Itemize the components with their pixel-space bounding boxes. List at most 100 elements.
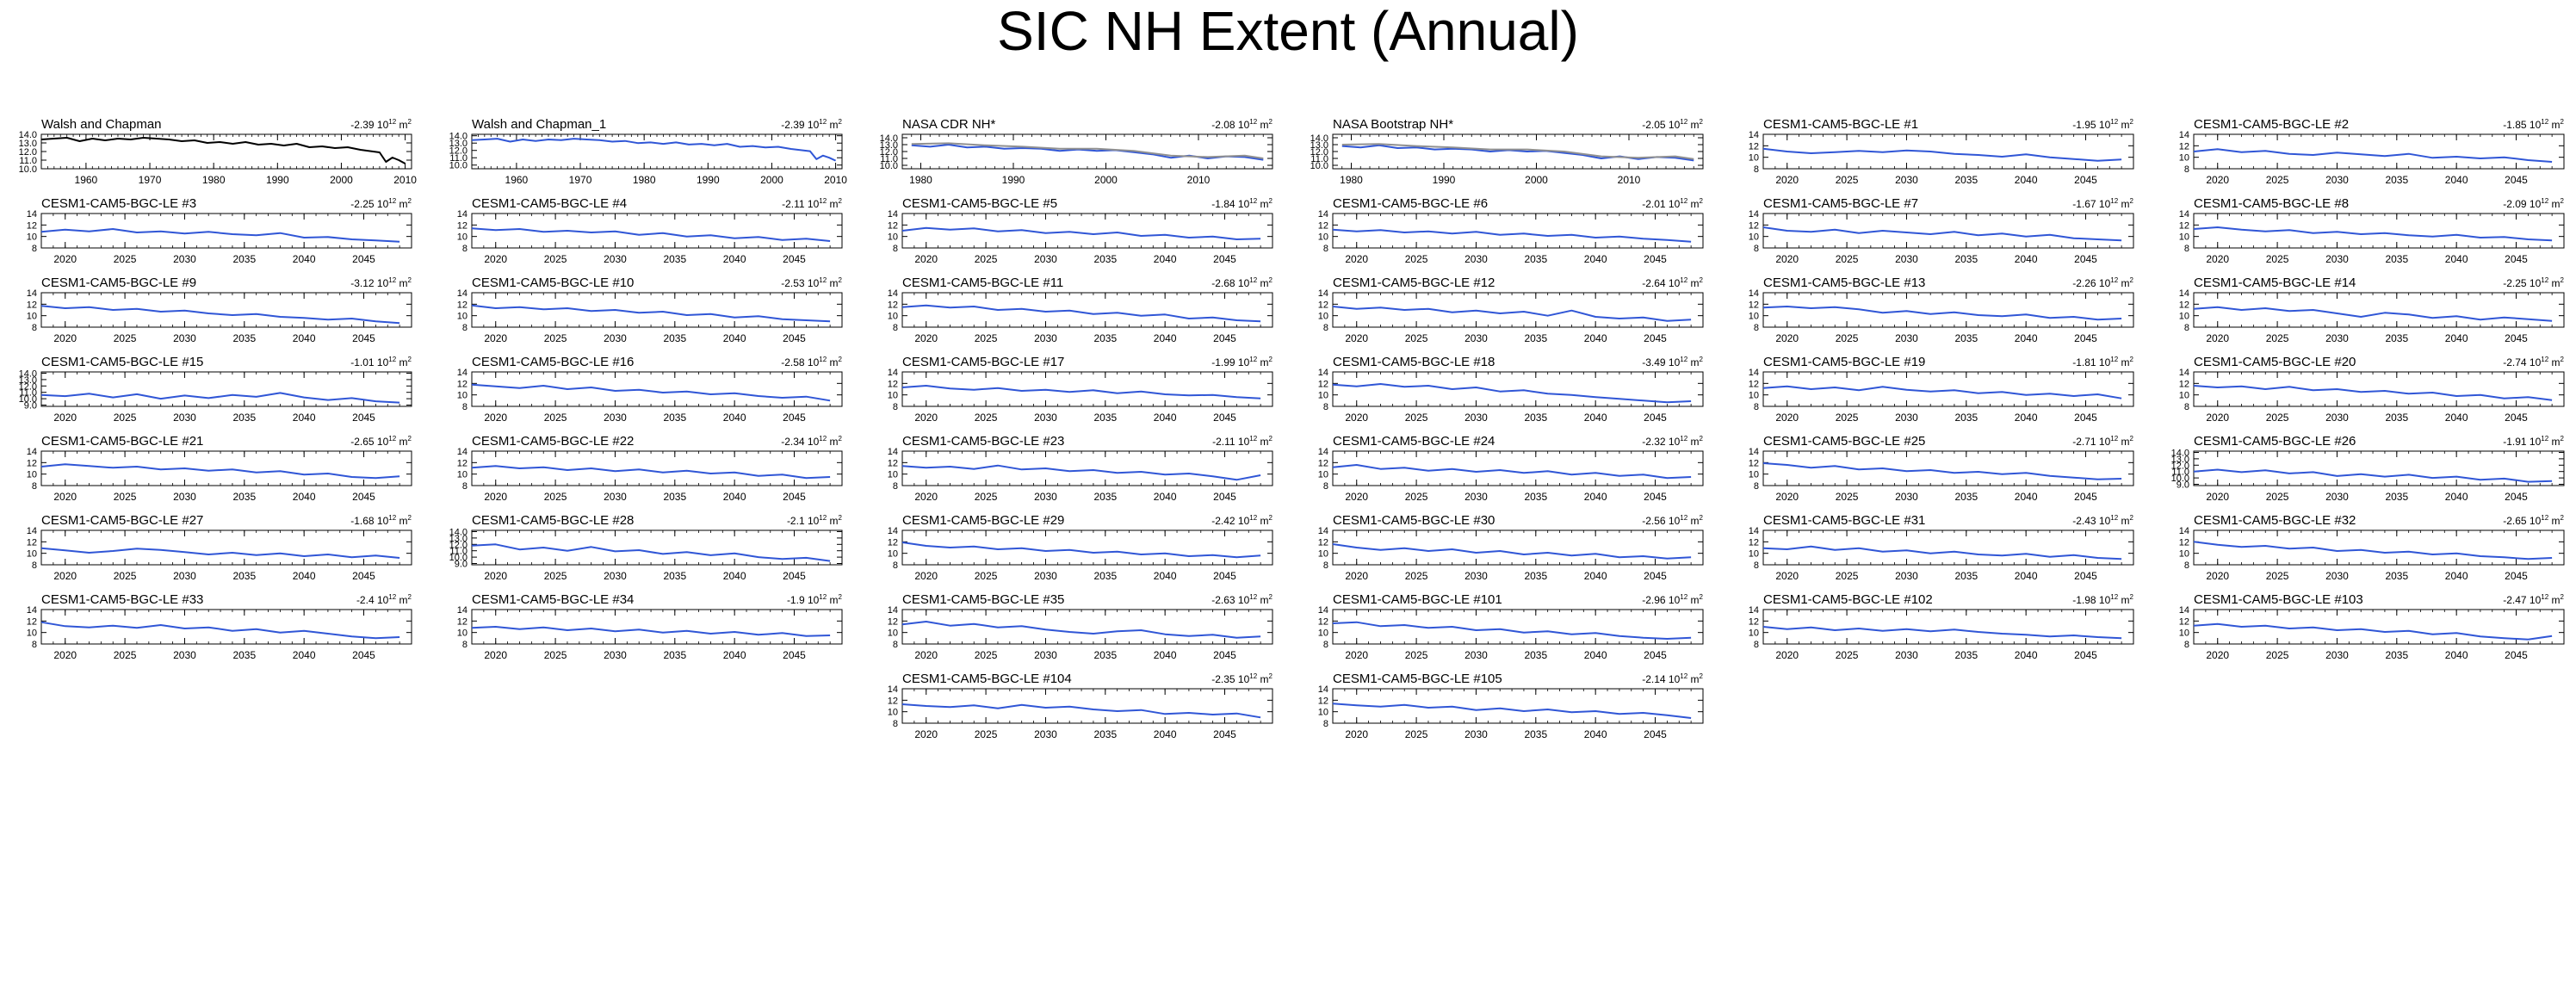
series-line bbox=[471, 626, 831, 637]
y-tick-label: 10 bbox=[888, 312, 898, 322]
y-tick-label: 10 bbox=[2179, 153, 2189, 164]
series-line bbox=[2193, 148, 2553, 163]
plot-frame bbox=[901, 529, 1273, 566]
x-tick-label: 2040 bbox=[1154, 649, 1177, 661]
x-tick-label: 1980 bbox=[909, 174, 932, 186]
x-tick-label: 2040 bbox=[1584, 332, 1607, 344]
x-tick-label: 2040 bbox=[2445, 412, 2468, 424]
x-tick-label: 2030 bbox=[1034, 253, 1057, 265]
y-tick-label: 12 bbox=[1749, 379, 1759, 389]
plot-frame bbox=[1762, 529, 2134, 566]
x-tick-label: 2045 bbox=[783, 570, 806, 582]
y-tick-label: 14 bbox=[457, 209, 468, 220]
y-tick-label: 14 bbox=[1318, 526, 1328, 536]
y-tick-label: 14 bbox=[888, 605, 898, 616]
x-tick-label: 2035 bbox=[232, 253, 256, 265]
y-tick-label: 8 bbox=[1323, 323, 1328, 333]
x-tick-label: 2035 bbox=[1954, 332, 1978, 344]
panel-title: CESM1-CAM5-BGC-LE #9 bbox=[41, 276, 196, 290]
series-line bbox=[471, 138, 837, 162]
x-tick-label: 2020 bbox=[1775, 649, 1799, 661]
y-tick-label: 10 bbox=[888, 470, 898, 480]
x-tick-label: 1970 bbox=[569, 174, 592, 186]
x-tick-label: 2040 bbox=[2445, 253, 2468, 265]
y-tick-label: 9.0 bbox=[24, 401, 37, 412]
y-tick-label: 12 bbox=[1749, 537, 1759, 548]
y-tick-label: 12 bbox=[457, 220, 468, 231]
series-line bbox=[901, 621, 1261, 639]
chart-panel: Walsh and Chapman -2.39 1012 m2 1960 1970 19… bbox=[19, 117, 418, 186]
series-line bbox=[1332, 464, 1692, 480]
x-tick-label: 2035 bbox=[232, 332, 256, 344]
x-tick-label: 2025 bbox=[114, 649, 137, 661]
trend-label: -2.71 1012 m2 bbox=[2072, 435, 2133, 448]
y-tick-label: 10 bbox=[1318, 470, 1328, 480]
y-tick-label: 14 bbox=[2179, 288, 2189, 299]
x-tick-label: 2020 bbox=[53, 253, 77, 265]
trend-label: -2.25 1012 m2 bbox=[2503, 276, 2564, 289]
panel-title: CESM1-CAM5-BGC-LE #4 bbox=[472, 196, 627, 211]
trend-label: -2.64 1012 m2 bbox=[1642, 276, 1703, 289]
plot-frame bbox=[901, 609, 1273, 645]
series-line bbox=[1332, 306, 1692, 322]
x-tick-label: 2045 bbox=[783, 649, 806, 661]
x-tick-label: 2045 bbox=[2505, 570, 2528, 582]
y-tick-label: 10 bbox=[457, 470, 468, 480]
x-tick-label: 2020 bbox=[1775, 491, 1799, 503]
x-tick-label: 2025 bbox=[2266, 412, 2289, 424]
y-tick-label: 8 bbox=[1754, 640, 1759, 650]
y-tick-label: 11.0 bbox=[449, 153, 468, 164]
y-tick-label: 10 bbox=[888, 708, 898, 718]
y-tick-label: 8 bbox=[2184, 164, 2189, 175]
y-tick-label: 10.0 bbox=[2171, 474, 2189, 484]
x-tick-label: 2030 bbox=[1034, 491, 1057, 503]
y-tick-label: 10 bbox=[27, 470, 37, 480]
trend-label: -2.14 1012 m2 bbox=[1642, 672, 1703, 685]
x-tick-label: 1960 bbox=[505, 174, 529, 186]
y-tick-label: 10 bbox=[457, 628, 468, 639]
x-tick-label: 2000 bbox=[330, 174, 353, 186]
trend-label: -2.47 1012 m2 bbox=[2503, 593, 2564, 606]
x-tick-label: 2040 bbox=[2445, 570, 2468, 582]
y-tick-label: 12.0 bbox=[449, 540, 468, 550]
panel-title: CESM1-CAM5-BGC-LE #34 bbox=[472, 592, 634, 607]
y-tick-label: 13.0 bbox=[1310, 140, 1328, 151]
plot-frame bbox=[901, 450, 1273, 486]
panel-title: CESM1-CAM5-BGC-LE #31 bbox=[1763, 513, 1925, 528]
y-tick-label: 10.0 bbox=[19, 164, 37, 175]
x-tick-label: 2020 bbox=[1345, 728, 1368, 740]
x-tick-label: 2025 bbox=[1836, 570, 1859, 582]
y-tick-label: 14 bbox=[1318, 684, 1328, 695]
x-tick-label: 2030 bbox=[173, 570, 196, 582]
x-tick-label: 2025 bbox=[1405, 491, 1428, 503]
series-line bbox=[1762, 306, 2122, 321]
x-tick-label: 1980 bbox=[202, 174, 226, 186]
x-tick-label: 2040 bbox=[293, 253, 316, 265]
x-tick-label: 2040 bbox=[2015, 253, 2038, 265]
x-tick-label: 2000 bbox=[1094, 174, 1118, 186]
y-tick-label: 10 bbox=[888, 628, 898, 639]
x-tick-label: 2040 bbox=[1154, 253, 1177, 265]
x-tick-label: 2040 bbox=[723, 649, 746, 661]
x-tick-label: 2000 bbox=[760, 174, 783, 186]
y-tick-label: 8 bbox=[893, 402, 898, 412]
y-tick-label: 12.0 bbox=[880, 147, 898, 158]
y-tick-label: 14 bbox=[457, 605, 468, 616]
plot-frame bbox=[1762, 450, 2134, 486]
series-line bbox=[40, 547, 400, 559]
y-tick-label: 14.0 bbox=[2171, 448, 2189, 458]
x-tick-label: 2020 bbox=[1345, 491, 1368, 503]
trend-label: -2.63 1012 m2 bbox=[1211, 593, 1273, 606]
y-tick-label: 12 bbox=[1318, 537, 1328, 548]
y-tick-label: 8 bbox=[1323, 244, 1328, 254]
x-tick-label: 2020 bbox=[2206, 649, 2229, 661]
panel-title: CESM1-CAM5-BGC-LE #104 bbox=[902, 672, 1072, 686]
x-tick-label: 2025 bbox=[975, 253, 998, 265]
x-tick-label: 2020 bbox=[914, 253, 938, 265]
panel-title: CESM1-CAM5-BGC-LE #105 bbox=[1333, 672, 1502, 686]
plot-frame bbox=[2193, 371, 2565, 407]
y-tick-label: 12 bbox=[27, 616, 37, 627]
x-tick-label: 2035 bbox=[2385, 174, 2408, 186]
y-tick-label: 13.0 bbox=[19, 375, 37, 386]
x-tick-label: 2030 bbox=[1464, 728, 1488, 740]
